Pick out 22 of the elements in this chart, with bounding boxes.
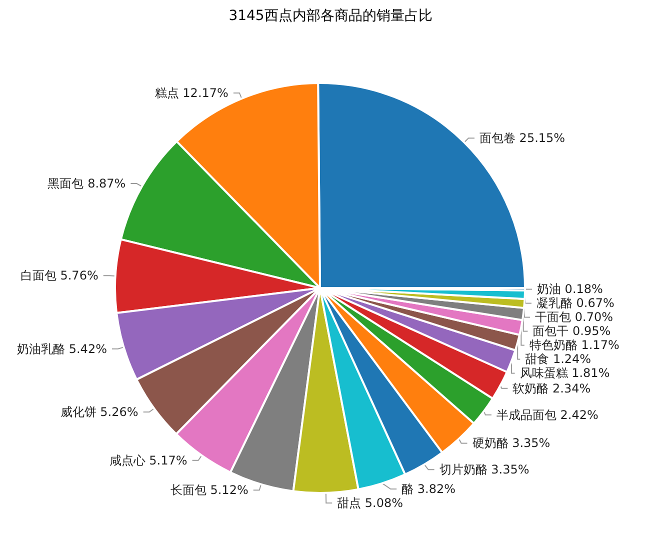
slice-label: 面包干 0.95% — [532, 324, 611, 338]
slice-label: 切片奶酪 3.35% — [439, 462, 530, 477]
slice-label: 甜食 1.24% — [525, 352, 592, 366]
slice-label: 黑面包 8.87% — [48, 176, 126, 191]
slice-label: 奶油 0.18% — [536, 282, 603, 296]
slice-label: 干面包 0.70% — [535, 310, 613, 324]
slice-label: 软奶酪 2.34% — [512, 381, 591, 396]
slice-label: 特色奶酪 1.17% — [529, 338, 620, 352]
slice-label: 奶油乳酪 5.42% — [17, 342, 107, 356]
slice-label: 凝乳酪 0.67% — [536, 296, 614, 310]
slice-label: 咸点心 5.17% — [109, 453, 188, 468]
slice-label: 甜点 5.08% — [337, 496, 404, 510]
slice-label: 长面包 5.12% — [170, 483, 248, 498]
slice-label: 白面包 5.76% — [20, 268, 98, 283]
slice-label: 酪 3.82% — [402, 482, 456, 496]
chart-title: 3145西点内部各商品的销量占比 — [228, 8, 432, 24]
slice-label: 面包卷 25.15% — [479, 131, 566, 146]
slice-label: 风味蛋糕 1.81% — [520, 366, 610, 380]
slice-label: 威化饼 5.26% — [60, 405, 138, 420]
slice-label: 硬奶酪 3.35% — [472, 436, 550, 450]
slice-label: 半成品面包 2.42% — [496, 408, 598, 422]
slice-label: 糕点 12.17% — [154, 86, 228, 100]
